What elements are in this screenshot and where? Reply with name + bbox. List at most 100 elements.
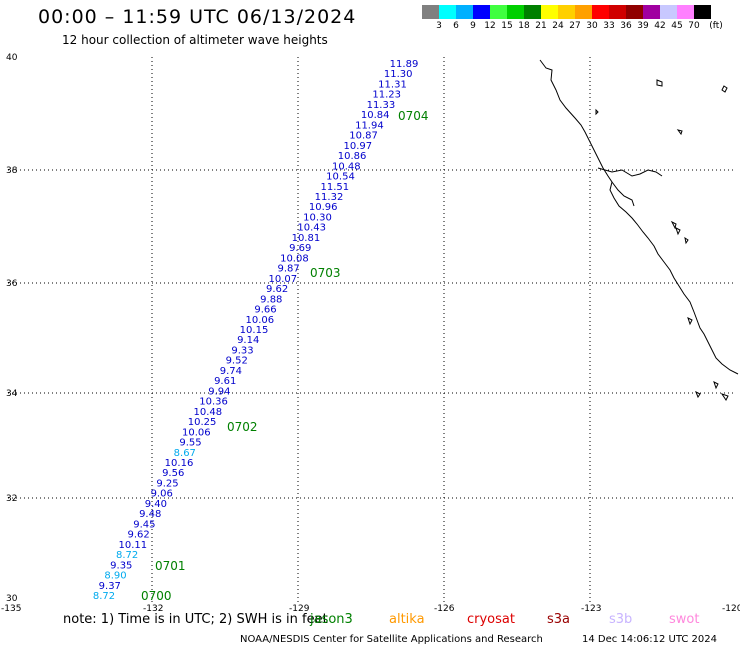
color-swatch <box>626 5 643 19</box>
wave-height-value: 9.69 <box>289 243 311 254</box>
wave-height-value: 9.33 <box>231 346 253 357</box>
satellite-swot: swot <box>669 612 700 627</box>
scale-label: 42 <box>654 21 666 31</box>
scale-label: 39 <box>637 21 649 31</box>
scale-label: 21 <box>535 21 547 31</box>
color-swatch <box>694 5 711 19</box>
lon-label: -135 <box>1 604 21 614</box>
wave-height-value: 9.37 <box>99 581 121 592</box>
scale-unit: (ft) <box>709 21 723 31</box>
satellite-legend: jason3 altika cryosat s3a s3b swot <box>0 612 740 630</box>
color-swatch <box>541 5 558 19</box>
wave-height-value: 9.61 <box>214 376 236 387</box>
wave-height-value: 9.45 <box>133 519 155 530</box>
color-swatch <box>473 5 490 19</box>
color-scale-labels: 3 6 9 12 15 18 21 24 27 30 33 36 39 42 45 70 (ft) <box>422 21 740 33</box>
wave-height-value: 10.07 <box>268 274 297 285</box>
wave-height-value: 8.90 <box>104 571 126 582</box>
time-label: 0702 <box>227 420 258 434</box>
color-swatch <box>575 5 592 19</box>
wave-height-value: 10.97 <box>343 141 372 152</box>
axis-labels: 40 38 36 34 32 30 -135 -132 -129 -126 -1… <box>1 53 740 614</box>
color-swatch <box>507 5 524 19</box>
note-text: note: 1) Time is in UTC; 2) SWH is in fe… <box>63 612 328 627</box>
lat-label: 36 <box>6 279 18 289</box>
satellite-jason3: jason3 <box>310 612 353 627</box>
scale-label: 6 <box>453 21 459 31</box>
lon-label: -120 <box>722 604 740 614</box>
wave-height-value: 9.66 <box>254 305 276 316</box>
wave-height-value: 11.33 <box>367 100 396 111</box>
wave-height-value: 10.16 <box>165 458 194 469</box>
satellite-cryosat: cryosat <box>467 612 515 627</box>
wave-height-value: 10.86 <box>338 151 367 162</box>
wave-height-value: 11.32 <box>315 192 344 203</box>
lon-label: -132 <box>143 604 163 614</box>
color-swatch <box>490 5 507 19</box>
scale-label: 45 <box>671 21 683 31</box>
scale-label: 30 <box>586 21 598 31</box>
lon-label: -126 <box>434 604 455 614</box>
lat-label: 40 <box>6 53 18 63</box>
color-swatch <box>456 5 473 19</box>
scale-label: 18 <box>518 21 530 31</box>
lon-label: -129 <box>289 604 310 614</box>
page-title: 00:00 – 11:59 UTC 06/13/2024 <box>38 6 357 28</box>
wave-height-value: 10.81 <box>292 233 321 244</box>
wave-height-value: 10.48 <box>193 407 222 418</box>
wave-height-value: 11.23 <box>372 90 401 101</box>
color-swatch <box>422 5 439 19</box>
color-swatch <box>677 5 694 19</box>
time-label: 0701 <box>155 559 186 573</box>
color-swatch <box>592 5 609 19</box>
scale-label: 36 <box>620 21 632 31</box>
wave-height-value: 10.08 <box>280 253 309 264</box>
wave-height-value: 9.25 <box>156 479 178 490</box>
wave-height-value: 10.96 <box>309 202 338 213</box>
timestamp-text: 14 Dec 14:06:12 UTC 2024 <box>582 634 717 645</box>
wave-height-value: 10.06 <box>245 315 274 326</box>
wave-height-value: 10.84 <box>361 110 390 121</box>
scale-label: 24 <box>552 21 564 31</box>
lat-label: 32 <box>6 494 17 504</box>
scale-label: 15 <box>501 21 513 31</box>
color-scale <box>422 5 711 19</box>
wave-height-value: 10.54 <box>326 172 355 183</box>
wave-height-value: 9.88 <box>260 294 282 305</box>
wave-height-value: 8.72 <box>93 591 115 602</box>
wave-height-value: 10.11 <box>118 540 147 551</box>
wave-height-value: 9.74 <box>220 366 242 377</box>
satellite-altika: altika <box>389 612 425 627</box>
altimeter-track: 11.8911.3011.3111.2311.3310.8411.9410.87… <box>93 59 418 602</box>
wave-height-value: 9.94 <box>208 386 230 397</box>
wave-height-value: 9.06 <box>151 489 173 500</box>
scale-label: 33 <box>603 21 615 31</box>
color-swatch <box>524 5 541 19</box>
wave-height-value: 11.94 <box>355 120 384 131</box>
wave-height-value: 8.67 <box>174 448 196 459</box>
lat-label: 30 <box>6 594 18 604</box>
wave-height-value: 10.87 <box>349 131 378 142</box>
wave-height-value: 11.30 <box>384 69 413 80</box>
color-swatch <box>643 5 660 19</box>
wave-height-value: 10.36 <box>199 397 228 408</box>
wave-height-value: 10.15 <box>240 325 269 336</box>
california-coastline <box>539 59 739 401</box>
color-swatch <box>660 5 677 19</box>
wave-height-value: 11.51 <box>320 182 349 193</box>
wave-height-value: 9.35 <box>110 560 132 571</box>
wave-height-value: 8.72 <box>116 550 138 561</box>
lat-lon-grid <box>8 57 736 603</box>
wave-height-value: 9.52 <box>226 356 248 367</box>
lon-label: -123 <box>581 604 601 614</box>
scale-label: 12 <box>484 21 496 31</box>
scale-label: 70 <box>688 21 700 31</box>
wave-height-value: 9.56 <box>162 468 184 479</box>
wave-height-value: 9.62 <box>266 284 288 295</box>
page-subtitle: 12 hour collection of altimeter wave hei… <box>62 33 328 47</box>
wave-height-value: 9.14 <box>237 335 259 346</box>
wave-height-value: 10.30 <box>303 213 332 224</box>
wave-height-value: 10.25 <box>188 417 217 428</box>
lat-label: 34 <box>6 389 18 399</box>
scale-label: 27 <box>569 21 581 31</box>
